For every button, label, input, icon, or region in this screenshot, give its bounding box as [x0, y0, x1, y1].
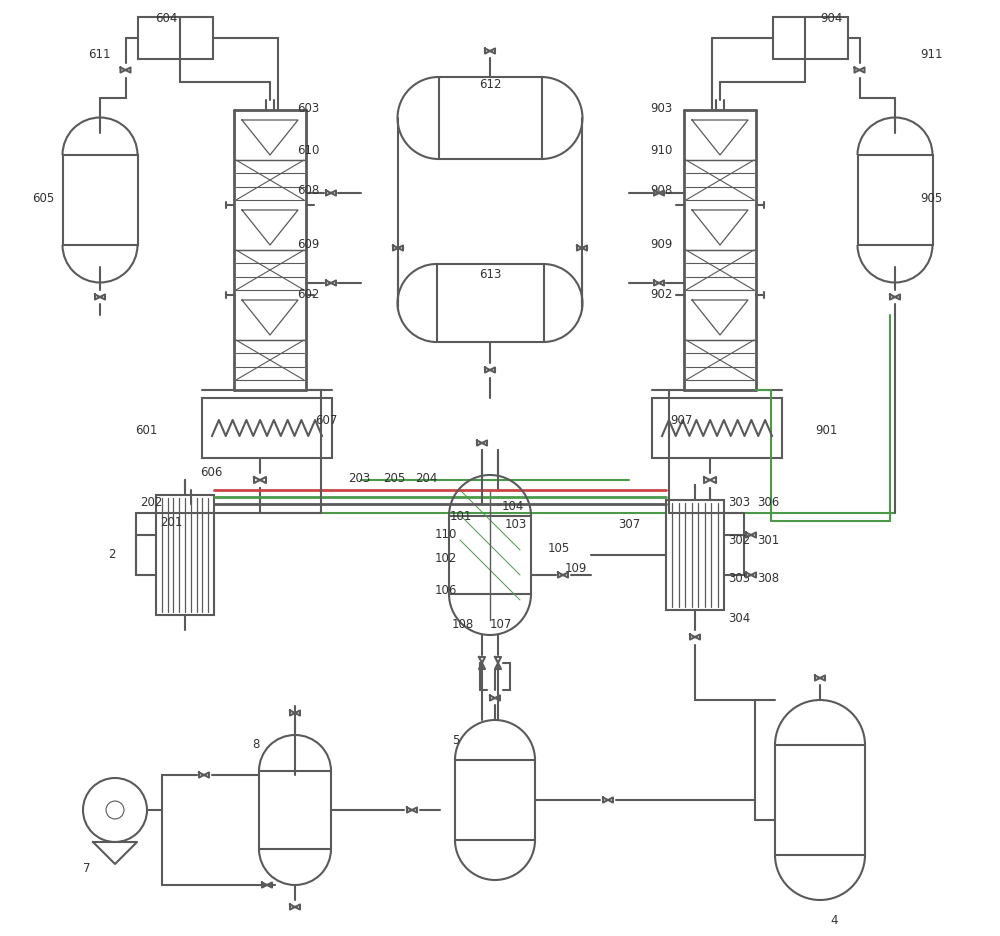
- Text: 904: 904: [820, 11, 842, 24]
- Bar: [438, 77, 542, 159]
- Text: 106: 106: [435, 583, 457, 596]
- Text: 301: 301: [757, 534, 779, 547]
- Text: 303: 303: [728, 495, 750, 508]
- Text: 612: 612: [479, 79, 501, 92]
- Text: 7: 7: [83, 861, 90, 874]
- Text: 909: 909: [650, 239, 672, 252]
- Bar: [62, 155, 138, 245]
- Text: 606: 606: [200, 465, 222, 478]
- Text: 205: 205: [383, 472, 405, 485]
- Text: 202: 202: [140, 495, 162, 508]
- Text: 609: 609: [297, 239, 319, 252]
- Bar: [156, 495, 214, 615]
- Bar: [455, 760, 535, 840]
- Text: 608: 608: [297, 183, 319, 197]
- Bar: [259, 771, 331, 849]
- Bar: [666, 500, 724, 610]
- Text: 307: 307: [618, 519, 640, 532]
- Text: 610: 610: [297, 143, 319, 156]
- Text: 308: 308: [757, 572, 779, 584]
- Bar: [436, 264, 544, 342]
- Text: 2: 2: [108, 548, 116, 562]
- Text: 102: 102: [435, 551, 457, 564]
- Text: 109: 109: [565, 562, 587, 575]
- Text: 905: 905: [920, 192, 942, 204]
- Text: 601: 601: [135, 423, 157, 436]
- Text: 304: 304: [728, 611, 750, 624]
- Text: 604: 604: [155, 11, 177, 24]
- Bar: [858, 155, 932, 245]
- Text: 103: 103: [505, 519, 527, 532]
- Text: 5: 5: [452, 734, 459, 747]
- Text: 107: 107: [490, 619, 512, 632]
- Text: 910: 910: [650, 143, 672, 156]
- Text: 105: 105: [548, 542, 570, 554]
- Bar: [202, 398, 332, 458]
- Text: 911: 911: [920, 49, 942, 62]
- Text: 302: 302: [728, 534, 750, 547]
- Text: 613: 613: [479, 269, 501, 282]
- Bar: [652, 398, 782, 458]
- Text: 605: 605: [32, 192, 54, 204]
- Text: 908: 908: [650, 183, 672, 197]
- Text: 203: 203: [348, 472, 370, 485]
- Text: 901: 901: [815, 423, 837, 436]
- Bar: [775, 745, 865, 855]
- Text: 306: 306: [757, 495, 779, 508]
- Text: 201: 201: [160, 516, 182, 529]
- Text: 607: 607: [315, 414, 337, 427]
- Text: 4: 4: [830, 914, 838, 927]
- Text: 907: 907: [670, 414, 692, 427]
- Text: 101: 101: [450, 510, 472, 523]
- Text: 602: 602: [297, 288, 319, 301]
- Bar: [449, 516, 531, 594]
- Text: 110: 110: [435, 529, 457, 542]
- Text: 104: 104: [502, 501, 524, 514]
- Text: 8: 8: [252, 739, 259, 752]
- Text: 108: 108: [452, 619, 474, 632]
- Text: 204: 204: [415, 472, 437, 485]
- Text: 603: 603: [297, 101, 319, 114]
- Text: 611: 611: [88, 49, 110, 62]
- Text: 305: 305: [728, 572, 750, 584]
- Bar: [138, 17, 212, 59]
- Text: 902: 902: [650, 288, 672, 301]
- Text: 903: 903: [650, 101, 672, 114]
- Bar: [772, 17, 848, 59]
